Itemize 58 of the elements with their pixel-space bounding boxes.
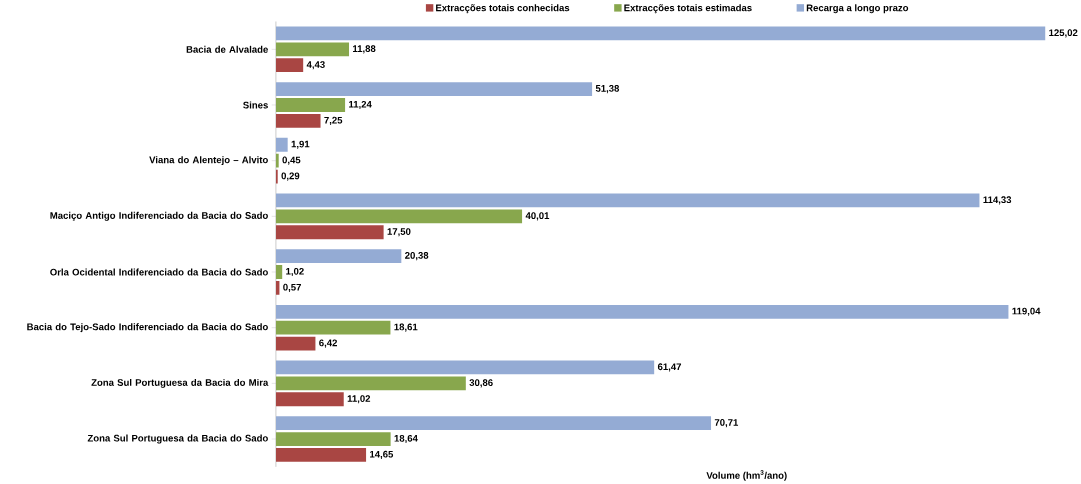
data-label: 1,91	[291, 140, 310, 149]
data-label: 11,02	[347, 395, 371, 404]
bar	[275, 416, 712, 431]
y-tick-label: Zona Sul Portuguesa da Bacia do Mira	[91, 378, 269, 388]
data-label: 6,42	[319, 339, 338, 348]
bar	[275, 42, 350, 57]
bar	[275, 82, 593, 97]
bar	[275, 360, 655, 375]
data-label: 114,33	[983, 196, 1012, 205]
x-axis-title: Volume (hm$^{3}$/ano)	[706, 470, 787, 481]
bar	[275, 376, 466, 391]
y-tick-label: Bacia de Alvalade	[186, 45, 268, 53]
data-label: 61,47	[657, 363, 682, 372]
bar	[275, 193, 980, 208]
data-label: 0,29	[281, 172, 300, 181]
bar	[275, 58, 304, 73]
bar	[275, 392, 344, 407]
data-label: 1,02	[286, 267, 304, 277]
data-label: 11,24	[349, 100, 372, 110]
data-label: 18,61	[394, 323, 418, 332]
y-tick-label: Orla Ocidental Indiferenciado da Bacia do Sado	[50, 268, 268, 276]
y-tick-label: Zona Sul Portuguesa da Bacia do Sado	[87, 434, 268, 444]
bar	[275, 320, 391, 335]
data-label: 70,71	[714, 419, 739, 428]
y-tick-label: Maciço Antigo Indiferenciado da Bacia do Sado	[50, 211, 268, 221]
data-label: 30,86	[469, 379, 493, 388]
bar	[275, 26, 1046, 41]
data-label: 18,64	[394, 434, 418, 444]
data-label: 14,65	[370, 450, 394, 460]
data-label: 11,88	[353, 45, 376, 54]
y-tick-label: Bacia do Tejo-Sado Indiferenciado da Bacia do Sado	[27, 323, 268, 333]
bar	[275, 432, 391, 446]
legend-label: Recarga a longo prazo	[806, 4, 909, 14]
bar	[275, 98, 346, 112]
y-tick-label: Viana do Alentejo – Alvito	[149, 156, 268, 166]
legend-label: Extracções totais estimadas	[624, 4, 752, 14]
data-label: 0,45	[282, 156, 301, 165]
y-tick-label: Sines	[243, 101, 268, 109]
bar	[275, 153, 279, 168]
legend-label: Extracções totais conhecidas	[436, 4, 570, 14]
data-label: 0,57	[283, 283, 301, 293]
bar	[275, 114, 321, 128]
bar	[275, 225, 384, 240]
data-label: 125,02	[1049, 29, 1078, 38]
bar	[275, 304, 1009, 319]
data-label: 17,50	[387, 228, 411, 237]
bar	[275, 137, 288, 152]
bar	[275, 448, 367, 462]
data-label: 119,04	[1012, 307, 1041, 316]
data-label: 51,38	[595, 85, 620, 94]
bar	[275, 336, 316, 351]
bar	[275, 249, 402, 264]
data-label: 40,01	[525, 212, 550, 221]
data-label: 20,38	[405, 252, 429, 261]
bar	[275, 209, 523, 224]
data-label: 7,25	[324, 116, 343, 126]
data-label: 4,43	[306, 61, 325, 70]
bar	[275, 265, 283, 279]
